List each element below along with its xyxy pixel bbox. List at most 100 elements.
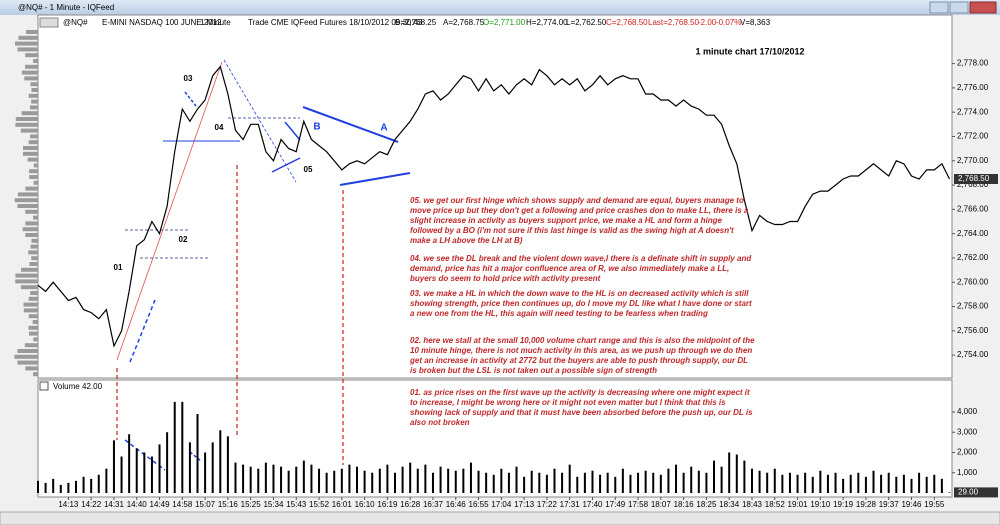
volume-bar <box>340 468 343 493</box>
volume-bar <box>713 460 716 493</box>
volume-bar <box>606 472 609 493</box>
volume-profile-decor <box>28 325 38 330</box>
x-tick-label: 18:25 <box>696 500 717 509</box>
high: H=2,774.00 <box>526 18 568 27</box>
x-tick-label: 19:19 <box>833 500 854 509</box>
volume-bar <box>469 462 472 493</box>
x-tick-label: 14:22 <box>81 500 102 509</box>
volume-bar <box>409 462 412 493</box>
volume-bar <box>621 468 624 493</box>
volume-bar <box>773 468 776 493</box>
volume-profile-decor <box>22 227 38 232</box>
volume-profile-decor <box>33 337 38 342</box>
volume-bar <box>864 476 867 493</box>
volume-bar <box>599 474 602 493</box>
volume-bar <box>333 470 336 493</box>
info: Trade CME IQFeed Futures 18/10/2012 09:3… <box>248 18 423 27</box>
ask: A=2,768.75 <box>443 18 485 27</box>
x-tick-label: 19:10 <box>810 500 831 509</box>
x-tick-label: 15:52 <box>309 500 330 509</box>
volume-bar <box>766 472 769 493</box>
volume-bar <box>128 434 131 493</box>
last-value-box <box>954 173 998 184</box>
volume-profile-decor <box>25 221 38 226</box>
minimize-button[interactable] <box>929 1 949 14</box>
volume-profile-decor <box>23 308 38 313</box>
maximize-button[interactable] <box>949 1 969 14</box>
volume-bar <box>804 472 807 493</box>
trend-line <box>223 59 297 183</box>
volume-bar <box>249 466 252 493</box>
volume-bar <box>74 480 77 493</box>
volume-profile-decor <box>15 41 38 46</box>
volume-subtitle: 42.00 <box>82 382 103 391</box>
volume-bar <box>37 480 39 493</box>
volume-bar <box>644 470 647 493</box>
window-title: @NQ# - 1 Minute - IQFeed <box>18 3 114 12</box>
volume-bar <box>371 472 374 493</box>
volume-profile-decor <box>26 30 38 34</box>
x-tick-label: 18:52 <box>765 500 786 509</box>
volume-bar <box>477 470 480 493</box>
y-tick-label: 2,776.00 <box>957 83 989 92</box>
symbol-button[interactable] <box>39 17 59 28</box>
volume-bar <box>530 470 533 493</box>
volume-profile-decor <box>15 273 38 278</box>
trend-line <box>116 61 223 361</box>
x-tick-label: 18:34 <box>719 500 740 509</box>
volume-profile-decor <box>28 140 38 145</box>
interval: 1 Minute <box>200 18 231 27</box>
volume-profile-decor <box>33 215 38 220</box>
open: O=2,771.00 <box>483 18 526 27</box>
volume-bar <box>67 482 70 493</box>
volume-bar <box>363 470 366 493</box>
volume-profile-decor <box>30 134 38 139</box>
x-tick-label: 17:58 <box>628 500 649 509</box>
volume-bar <box>150 456 153 493</box>
volume-bar <box>416 468 419 493</box>
x-tick-label: 17:04 <box>491 500 512 509</box>
volume-bar <box>120 456 123 493</box>
x-tick-label: 18:07 <box>651 500 672 509</box>
volume-profile-decor <box>28 314 38 319</box>
volume-profile-decor <box>21 111 38 116</box>
x-tick-label: 16:10 <box>355 500 376 509</box>
volume-bar <box>788 472 791 493</box>
volume-bar <box>705 472 708 493</box>
volume-bar <box>105 468 108 493</box>
volume-bar <box>264 462 267 493</box>
volume-bar <box>431 472 434 493</box>
pane-close[interactable] <box>39 381 49 391</box>
y-tick-label: 2,772.00 <box>957 132 989 141</box>
price-pane <box>37 14 953 379</box>
x-tick-label: 18:43 <box>742 500 763 509</box>
volume-bar <box>393 472 396 493</box>
volume-bar <box>690 466 693 493</box>
close-button[interactable] <box>969 1 997 14</box>
trend-line <box>284 121 301 141</box>
volume-bar <box>310 464 313 493</box>
low: L=2,762.50 <box>566 18 607 27</box>
x-tick-label: 16:46 <box>446 500 467 509</box>
volume-bar <box>188 442 191 493</box>
scrollbar[interactable] <box>0 511 1000 525</box>
volume-bar <box>97 474 100 493</box>
volume-bar <box>523 476 526 493</box>
volume-profile-decor <box>15 279 39 284</box>
volume-bar <box>826 474 829 493</box>
volume-bar <box>424 464 427 493</box>
volume-profile-decor <box>29 175 38 179</box>
volume-bar <box>667 468 670 493</box>
volume-profile-decor <box>14 354 38 359</box>
volume-bar <box>386 464 389 493</box>
volume-bar <box>454 470 457 493</box>
x-tick-label: 19:55 <box>924 500 945 509</box>
volume-bar <box>697 470 700 493</box>
volume-bar <box>356 466 359 493</box>
volume-bar <box>857 472 860 493</box>
volume-profile-decor <box>17 47 38 52</box>
volume-bar <box>591 470 594 493</box>
volume-profile-decor <box>25 186 38 191</box>
volume-bar <box>204 452 207 493</box>
